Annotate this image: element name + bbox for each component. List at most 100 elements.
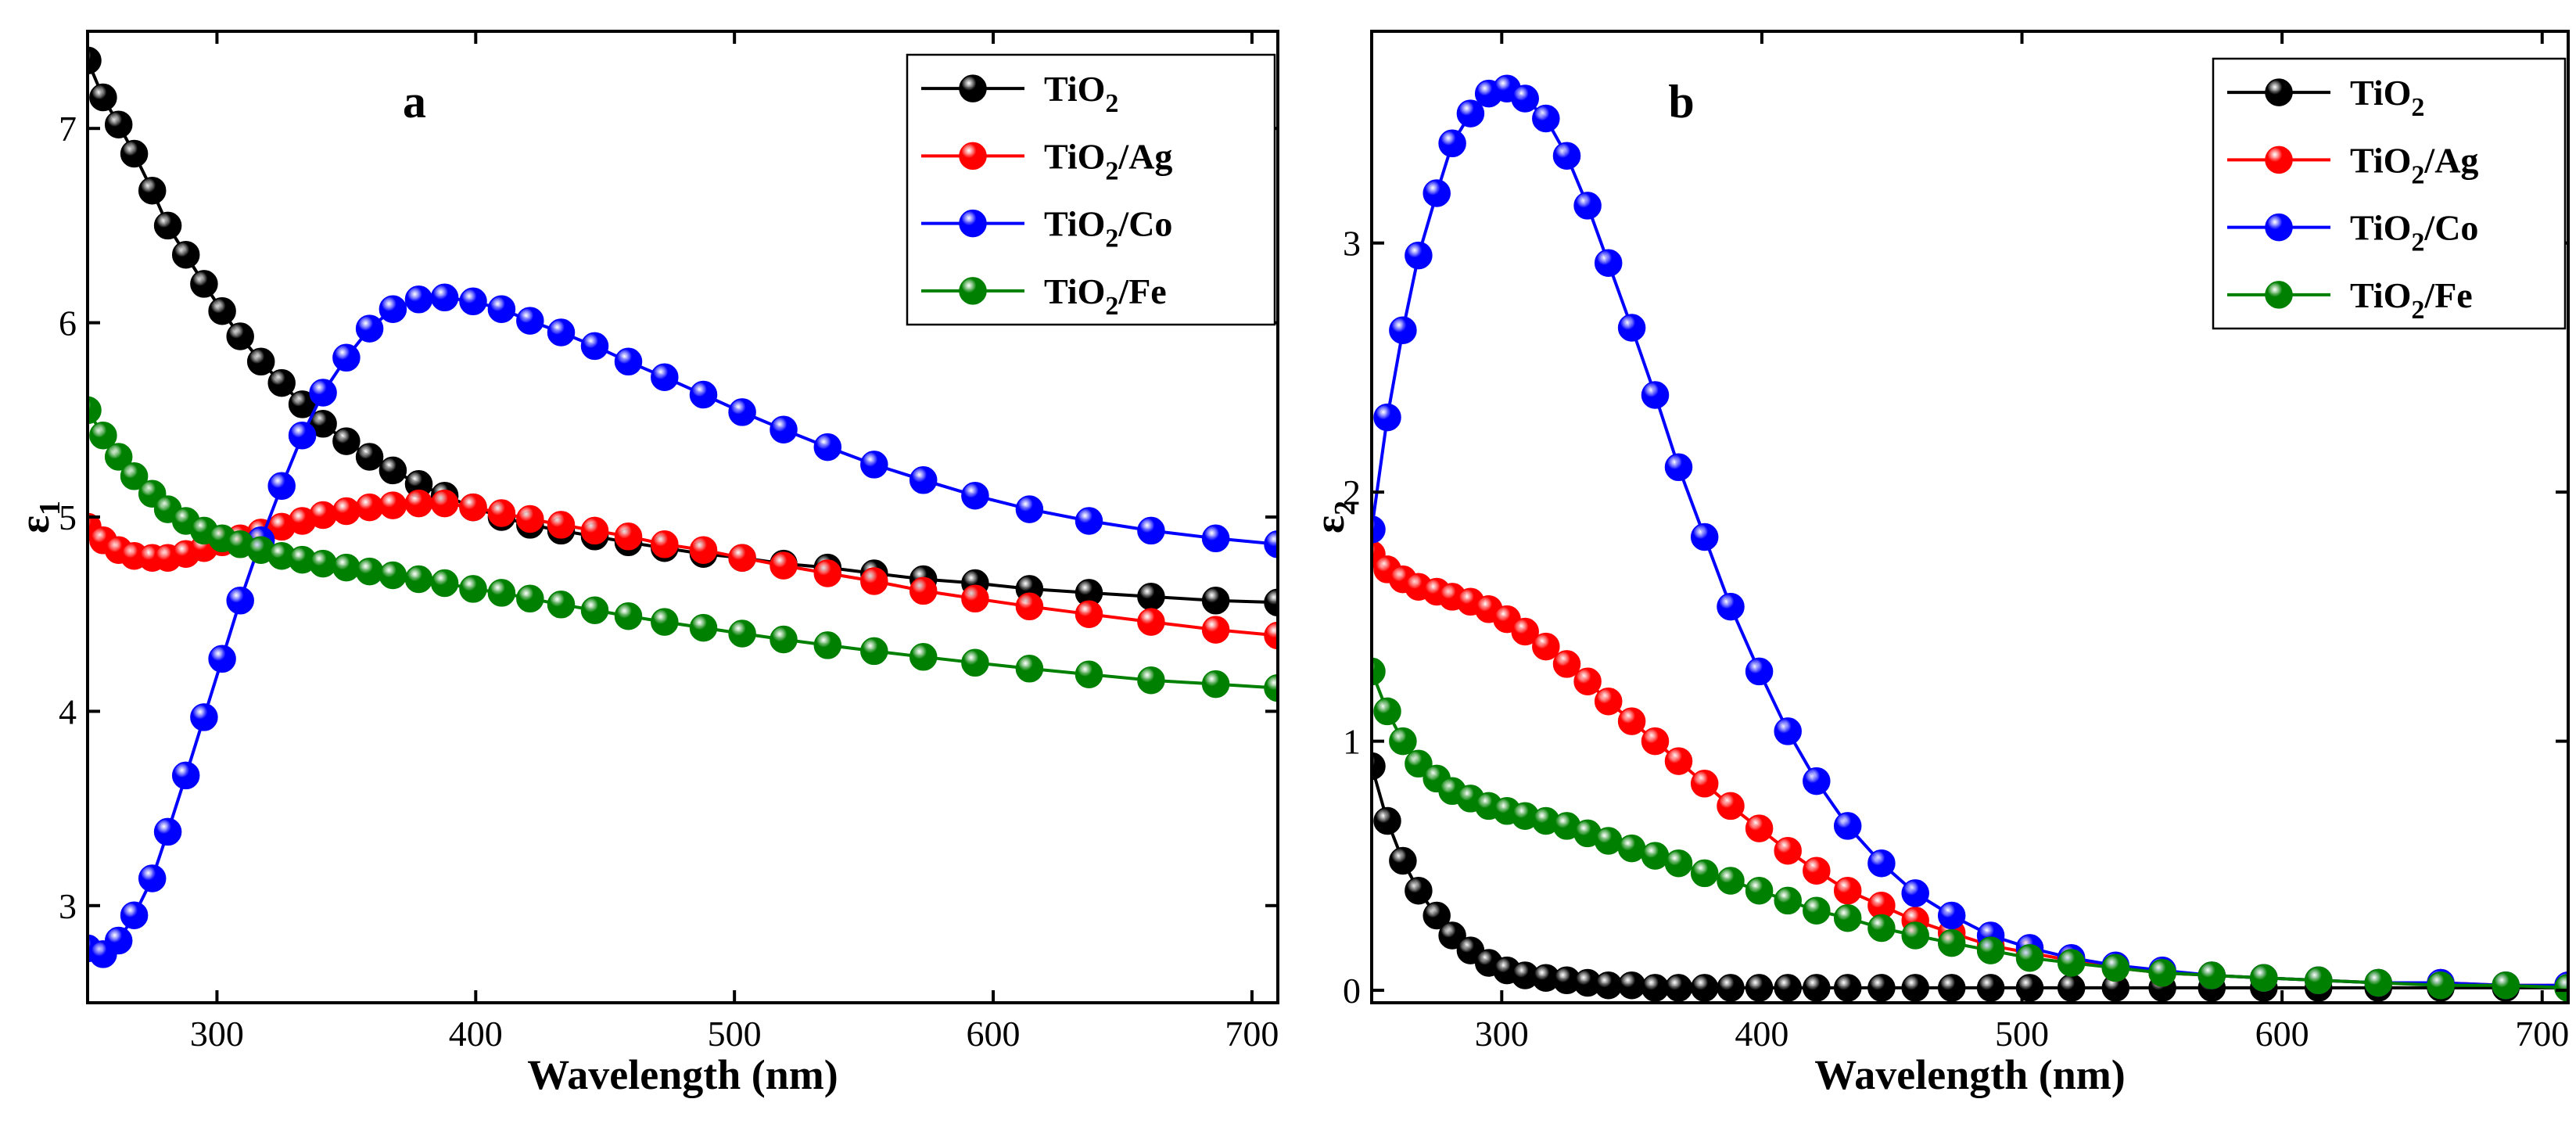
panel-a-point-tio2-fe-256 <box>89 421 117 450</box>
panel-b-point-tio2-ag-309 <box>1511 617 1539 646</box>
panel-b-point-tio2-co-410 <box>1774 717 1802 745</box>
panel-b-legend-marker-tio2 <box>2265 78 2293 106</box>
panel-b-point-tio2-ag-333 <box>1573 667 1602 695</box>
panel-b-point-tio2-368 <box>1664 974 1693 1002</box>
panel-a-legend-label-tio2-fe: TiO2/Fe <box>1044 271 1167 321</box>
panel-a-point-tio2-359 <box>355 443 384 471</box>
panel-b-point-tio2-fe-378 <box>1690 859 1719 888</box>
panel-a-point-tio2-co-519 <box>770 415 798 443</box>
panel-b-plot-frame <box>1370 30 2570 1004</box>
panel-b-point-tio2-fe-446 <box>1867 914 1896 943</box>
panel-b-point-tio2-fe-503 <box>2015 943 2044 972</box>
panel-b-point-tio2-co-317 <box>1532 104 1560 133</box>
panel-a-point-tio2-ag-554 <box>860 567 888 595</box>
panel-a-point-tio2-fe-446 <box>580 596 609 624</box>
panel-a-point-tio2-288 <box>171 240 200 269</box>
panel-a-point-tio2-fe-710 <box>1264 673 1278 702</box>
panel-b-point-tio2-ag-421 <box>1803 856 1831 885</box>
panel-b-series-tio2-fe <box>1372 657 2568 1002</box>
panel-b-point-tio2-fe-637 <box>2364 968 2392 997</box>
panel-a-point-tio2-710 <box>1264 588 1278 617</box>
panel-a-point-tio2-co-378 <box>404 285 433 314</box>
panel-a-point-tio2-ag-519 <box>770 551 798 580</box>
panel-a-point-tio2-co-333 <box>288 421 317 450</box>
panel-a-point-tio2-ag-433 <box>547 511 576 539</box>
panel-b-point-tio2-co-459 <box>1901 879 1929 907</box>
panel-a-point-tio2-co-710 <box>1264 530 1278 558</box>
panel-a-point-tio2-fe-573 <box>909 643 938 671</box>
panel-a-point-tio2-co-309 <box>226 587 254 615</box>
panel-a-point-tio2-co-399 <box>459 287 487 316</box>
panel-b-point-tio2-fe-268 <box>1405 749 1433 778</box>
panel-a-point-tio2-309 <box>226 322 254 350</box>
panel-b-point-tio2-fe-433 <box>1833 903 1862 932</box>
panel-b-point-tio2-fe-661 <box>2427 971 2455 1000</box>
panel-a-point-tio2-co-359 <box>355 314 384 343</box>
panel-a-point-tio2-fe-399 <box>459 575 487 603</box>
panel-a-point-tio2-co-421 <box>516 307 544 335</box>
panel-b-point-tio2-ag-350 <box>1617 707 1646 735</box>
panel-b-point-tio2-ag-325 <box>1552 650 1581 678</box>
panel-b-point-tio2-388 <box>1717 974 1745 1002</box>
panel-b-point-tio2-519 <box>2057 974 2086 1002</box>
panel-a-point-tio2-ag-368 <box>379 491 407 519</box>
panel-b-y-tick-label-1: 1 <box>1343 722 1361 762</box>
panel-b-point-tio2-co-421 <box>1803 767 1831 795</box>
panel-a-point-tio2-fe-378 <box>404 565 433 594</box>
panel-b-point-tio2-fe-410 <box>1774 886 1802 915</box>
panel-a-point-tio2-fe-410 <box>487 579 516 607</box>
panel-a-point-tio2-co-637 <box>1075 507 1103 535</box>
panel-a-point-tio2-fe-473 <box>651 608 679 636</box>
panel-a-legend-marker-tio2-ag <box>959 142 987 171</box>
panel-a-x-tick-label-400: 400 <box>449 1014 503 1054</box>
panel-a-x-tick-label-300: 300 <box>190 1014 244 1054</box>
panel-b-point-tio2-378 <box>1690 974 1719 1002</box>
panel-b-point-tio2-ag-410 <box>1774 836 1802 865</box>
panel-a-point-tio2-ag-503 <box>728 544 756 572</box>
panel-a-x-axis-title: Wavelength (nm) <box>527 1051 838 1098</box>
panel-b-point-tio2-fe-250 <box>1372 657 1386 686</box>
panel-a-point-tio2-co-302 <box>208 645 236 673</box>
panel-a-point-tio2-350 <box>332 427 361 455</box>
panel-a-point-tio2-ag-573 <box>909 576 938 605</box>
panel-a-point-tio2-co-686 <box>1201 524 1230 553</box>
panel-b-point-tio2-ag-378 <box>1690 770 1719 798</box>
panel-a-point-tio2-ag-686 <box>1201 616 1230 644</box>
panel-b-point-tio2-fe-388 <box>1717 867 1745 895</box>
panel-b-legend-label-tio2-co: TiO2/Co <box>2350 208 2478 257</box>
panel-a-y-tick-label-5: 5 <box>59 497 77 537</box>
panel-b-point-tio2-359 <box>1641 974 1670 1002</box>
panel-b-point-tio2-co-268 <box>1405 241 1433 270</box>
panel-a-point-tio2-fe-262 <box>104 443 133 471</box>
panel-a-point-tio2-ag-661 <box>1137 608 1165 636</box>
panel-b-point-tio2-co-368 <box>1664 453 1693 482</box>
panel-b-legend: TiO2 TiO2/Ag TiO2/Co TiO2/Fe <box>2212 57 2567 330</box>
panel-a-legend: TiO2 TiO2/Ag TiO2/Co TiO2/Fe <box>906 53 1276 326</box>
panel-a-point-tio2-ag-359 <box>355 493 384 522</box>
panel-b-point-tio2-co-262 <box>1389 316 1417 344</box>
panel-a-point-tio2-fe-593 <box>961 648 989 677</box>
panel-b-point-tio2-341 <box>1594 971 1623 1000</box>
panel-a-legend-label-tio2-ag: TiO2/Ag <box>1044 136 1172 185</box>
panel-a-point-tio2-fe-488 <box>689 613 718 642</box>
panel-a-point-tio2-fe-268 <box>120 462 149 490</box>
panel-a-legend-marker-tio2-co <box>959 209 987 238</box>
panel-a-point-tio2-302 <box>208 296 236 325</box>
panel-a-point-tio2-co-593 <box>961 481 989 510</box>
panel-a-y-axis-title: ε1 <box>11 501 66 533</box>
panel-a-point-tio2-co-268 <box>120 901 149 929</box>
panel-a-point-tio2-ag-410 <box>487 499 516 527</box>
panel-b-point-tio2-fe-368 <box>1664 849 1693 878</box>
panel-b-point-tio2-488 <box>1976 974 2005 1002</box>
panel-b-label: b <box>1668 76 1694 127</box>
panel-a-point-tio2-ag-488 <box>689 536 718 564</box>
panel-a-point-tio2-fe-341 <box>309 549 337 578</box>
panel-a-point-tio2-co-614 <box>1015 495 1044 523</box>
panel-b-x-tick-label-600: 600 <box>2255 1014 2309 1054</box>
panel-a-point-tio2-fe-421 <box>516 584 544 613</box>
panel-a-point-tio2-fe-459 <box>614 602 643 630</box>
panel-a-point-tio2-fe-661 <box>1137 666 1165 695</box>
panel-a-point-tio2-co-325 <box>267 472 296 501</box>
panel-b-point-tio2-fe-459 <box>1901 921 1929 950</box>
